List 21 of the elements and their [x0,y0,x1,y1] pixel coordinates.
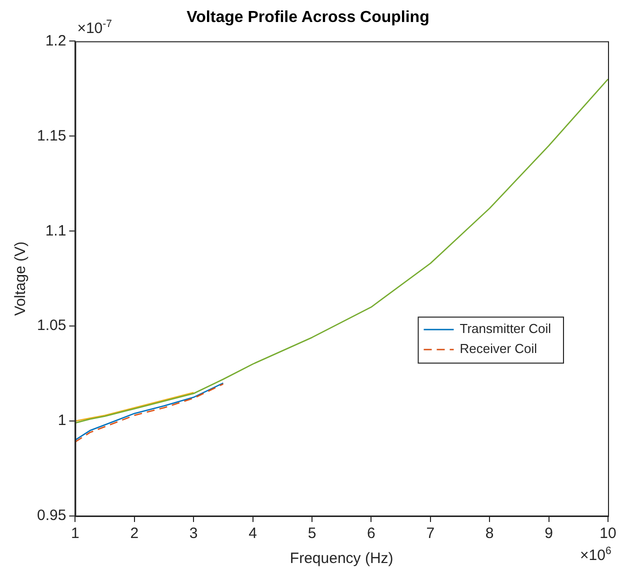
y-tick-label: 1.1 [45,222,66,240]
legend-label: Receiver Coil [460,341,538,356]
x-tick-label: 3 [189,525,198,542]
y-tick-label: 0.95 [36,507,66,524]
x-tick-label: 10 [600,525,616,542]
y-axis-title: Voltage (V) [12,241,30,316]
x-tick-label: 7 [426,525,435,542]
x-tick-label: 5 [308,525,316,542]
legend-label: Transmitter Coil [460,321,552,336]
y-tick-label: 1.15 [36,127,66,144]
x-tick-label: 1 [71,525,80,542]
y-tick-label: 1.2 [45,32,66,50]
x-tick-label: 8 [485,525,494,542]
x-tick-label: 4 [248,525,257,542]
y-tick-label: 1.05 [36,317,66,334]
x-tick-label: 2 [130,525,139,542]
x-axis-title: Frequency (Hz) [290,550,394,568]
x-tick-label: 9 [544,525,553,542]
chart-title: Voltage Profile Across Coupling [186,9,430,26]
x-tick-label: 6 [367,525,376,542]
y-tick-label: 1 [58,412,66,430]
